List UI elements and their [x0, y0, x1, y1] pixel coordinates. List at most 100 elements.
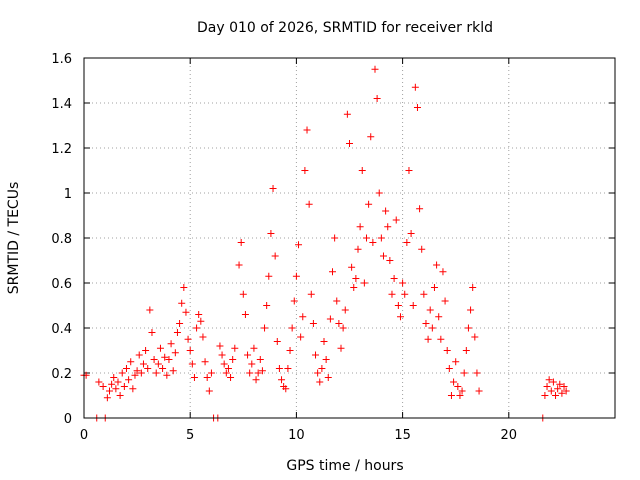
data-point: [227, 374, 235, 381]
data-point: [116, 392, 124, 399]
data-point: [558, 389, 566, 397]
data-point: [324, 374, 332, 381]
data-point: [231, 344, 239, 352]
data-point: [265, 272, 273, 280]
data-point: [362, 234, 370, 242]
data-point: [150, 356, 158, 363]
data-point: [350, 284, 358, 291]
x-tick-label: 20: [501, 428, 518, 443]
data-point: [454, 383, 462, 390]
data-point: [288, 324, 296, 332]
data-point: [335, 320, 343, 327]
data-point: [301, 167, 309, 174]
y-axis-label: SRMTID / TECUs: [6, 182, 22, 295]
data-point: [131, 371, 139, 379]
data-point: [318, 365, 326, 372]
data-point: [439, 268, 447, 276]
data-point: [441, 297, 449, 305]
data-point: [360, 279, 368, 287]
data-point: [139, 360, 147, 368]
data-point: [188, 360, 196, 368]
data-point: [133, 367, 141, 375]
data-point: [184, 335, 192, 343]
data-point: [222, 369, 230, 377]
data-point: [305, 200, 313, 208]
data-point: [396, 313, 404, 321]
data-point: [379, 252, 387, 260]
data-point: [322, 356, 330, 363]
data-point: [303, 126, 311, 134]
data-point: [103, 394, 111, 402]
data-point: [120, 383, 128, 390]
data-point: [407, 230, 415, 237]
data-point: [271, 252, 279, 260]
data-point: [437, 335, 445, 343]
data-point: [95, 378, 103, 386]
data-point: [452, 358, 460, 366]
x-tick-label: 0: [80, 428, 88, 443]
data-point: [331, 234, 339, 242]
data-point: [354, 245, 362, 253]
data-point: [207, 369, 215, 377]
data-point: [267, 230, 275, 237]
data-point: [314, 369, 322, 377]
data-point: [560, 383, 568, 390]
data-point: [125, 376, 133, 384]
data-point: [352, 275, 360, 282]
data-point: [169, 367, 177, 375]
data-point: [112, 385, 120, 393]
data-point: [430, 284, 438, 291]
data-point: [369, 239, 377, 246]
data-point: [218, 351, 226, 359]
data-point: [401, 290, 409, 298]
x-tick-label: 15: [394, 428, 411, 443]
data-point: [108, 380, 116, 388]
data-point: [171, 349, 179, 357]
data-point: [282, 385, 290, 393]
data-point: [445, 365, 453, 372]
data-point: [435, 313, 443, 321]
data-point: [224, 365, 232, 372]
data-point: [278, 376, 286, 384]
data-point: [284, 365, 292, 372]
data-point: [269, 185, 277, 192]
data-point: [167, 340, 175, 348]
data-point: [144, 365, 152, 372]
data-point: [373, 95, 381, 102]
data-point: [554, 385, 562, 393]
data-point: [152, 369, 160, 377]
data-point: [358, 167, 366, 174]
data-point: [456, 392, 464, 399]
data-point: [329, 268, 337, 276]
data-point: [258, 367, 266, 375]
data-point: [205, 387, 213, 395]
data-point: [316, 378, 324, 386]
y-tick-label: 0.8: [51, 232, 72, 247]
data-point: [286, 347, 294, 354]
data-point: [182, 308, 190, 316]
data-point: [148, 329, 156, 336]
chart-title: Day 010 of 2026, SRMTID for receiver rkl…: [197, 20, 493, 36]
data-point: [420, 290, 428, 298]
data-point: [471, 333, 479, 341]
data-point: [273, 338, 281, 345]
data-point: [460, 369, 468, 377]
data-point: [178, 299, 186, 307]
data-point: [163, 371, 171, 379]
data-point: [562, 387, 570, 395]
data-point: [422, 320, 430, 327]
data-point: [237, 239, 245, 246]
data-point: [142, 347, 150, 354]
data-point: [159, 365, 167, 372]
y-tick-label: 0: [64, 412, 72, 427]
data-point: [263, 302, 271, 309]
data-point: [356, 223, 364, 231]
data-point: [114, 378, 122, 386]
x-tick-label: 5: [186, 428, 194, 443]
data-point: [426, 306, 434, 314]
data-point: [343, 110, 351, 118]
data-point: [365, 200, 373, 208]
data-point: [428, 324, 436, 332]
data-point: [299, 313, 307, 321]
